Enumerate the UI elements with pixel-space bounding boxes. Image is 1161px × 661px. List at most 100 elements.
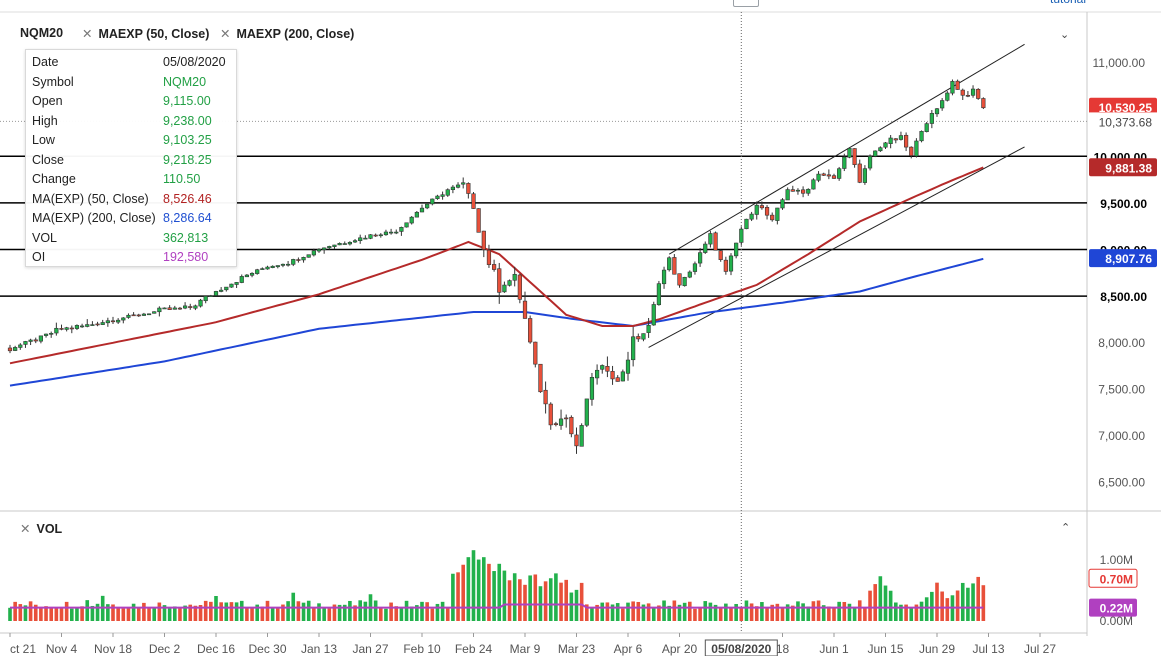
- close-icon[interactable]: ✕: [220, 27, 231, 41]
- volume-badge: [1089, 598, 1137, 617]
- legend-ma50: ✕ MAEXP (50, Close): [82, 26, 209, 41]
- volume-bar: [95, 603, 100, 621]
- volume-bar: [152, 608, 157, 621]
- price-badge-label: 10,530.25: [1099, 101, 1153, 115]
- candle-body: [728, 255, 734, 272]
- candle-body: [74, 325, 80, 329]
- candle-body: [548, 403, 553, 426]
- candle-body: [826, 174, 831, 177]
- toolbar-box[interactable]: [733, 0, 759, 7]
- volume-bar: [445, 607, 450, 621]
- volume-bar: [183, 605, 187, 621]
- volume-bar: [80, 606, 84, 621]
- volume-bar: [136, 607, 141, 621]
- volume-bar: [296, 601, 301, 621]
- info-value: NQM20: [163, 74, 207, 89]
- info-label: Close: [32, 152, 64, 167]
- volume-bar: [935, 582, 939, 621]
- volume-bar: [600, 602, 605, 621]
- info-value: 8,286.64: [163, 211, 212, 225]
- volume-bar: [518, 579, 522, 621]
- volume-bar: [111, 604, 115, 621]
- volume-bar: [734, 603, 738, 621]
- volume-bar: [512, 573, 517, 621]
- volume-bar: [621, 608, 625, 621]
- volume-bar: [435, 603, 440, 621]
- candle-body: [409, 216, 414, 224]
- x-tick-label: Mar 9: [510, 642, 541, 656]
- volume-bar: [471, 550, 476, 621]
- volume-bar: [13, 601, 17, 621]
- volume-bar: [857, 600, 862, 621]
- candle-body: [775, 207, 780, 221]
- volume-bar: [353, 605, 357, 621]
- tutorial-link[interactable]: tutorial: [1050, 0, 1086, 6]
- volume-bar: [481, 557, 486, 621]
- candle-body: [249, 272, 255, 276]
- volume-bar: [636, 601, 641, 621]
- volume-bar: [270, 608, 275, 621]
- volume-bar: [178, 607, 182, 621]
- candle-body: [455, 184, 461, 188]
- candle-body: [18, 344, 23, 348]
- volume-bar: [219, 602, 223, 621]
- chevron-up-icon[interactable]: ⌃: [1061, 522, 1071, 534]
- candle-body: [172, 307, 177, 310]
- volume-bar: [827, 606, 831, 621]
- candle-body: [136, 314, 141, 317]
- candle-body: [337, 243, 342, 246]
- candle-body: [558, 418, 564, 426]
- close-icon[interactable]: ✕: [82, 27, 93, 41]
- candle-body: [646, 325, 651, 333]
- volume-bar: [358, 600, 363, 621]
- volume-bar: [837, 601, 841, 621]
- volume-bar: [337, 604, 342, 621]
- info-value: 110.50: [163, 172, 201, 186]
- volume-bar: [744, 600, 749, 621]
- info-row: MA(EXP) (200, Close) 8,286.64: [32, 209, 230, 229]
- info-row: Symbol NQM20: [32, 73, 230, 93]
- candle-body: [146, 313, 152, 316]
- candle-body: [888, 137, 893, 144]
- candle-body: [435, 195, 440, 199]
- close-icon[interactable]: ✕: [20, 522, 31, 536]
- candle-body: [301, 257, 306, 261]
- candle-body: [414, 211, 419, 218]
- volume-bar: [554, 573, 558, 621]
- candle-body: [857, 163, 862, 183]
- volume-bar: [363, 601, 368, 621]
- y-tick-label: 8,000.00: [1098, 336, 1145, 350]
- volume-bar: [868, 590, 872, 621]
- candle-body: [713, 232, 718, 251]
- volume-bar: [672, 600, 677, 621]
- x-tick-label: Jun 1: [819, 642, 849, 656]
- candle-body: [244, 274, 250, 278]
- candle-body: [38, 335, 44, 342]
- candle-body: [167, 307, 172, 310]
- volume-bar: [332, 604, 337, 621]
- volume-bar: [584, 604, 589, 621]
- volume-bar: [960, 582, 965, 621]
- candle-body: [445, 189, 450, 196]
- candle-body: [265, 266, 270, 270]
- volume-bar: [687, 601, 692, 621]
- candle-body: [950, 81, 955, 94]
- candle-body: [131, 314, 136, 317]
- volume-bar: [116, 607, 120, 621]
- volume-bar: [90, 605, 95, 621]
- chevron-down-icon[interactable]: ⌄: [1060, 29, 1070, 41]
- legend-symbol: NQM20: [20, 26, 64, 40]
- candle-body: [116, 319, 121, 323]
- volume-bar: [33, 604, 38, 621]
- candle-body: [667, 257, 672, 271]
- candle-body: [219, 289, 224, 292]
- volume-bar: [229, 602, 234, 621]
- candle-body: [224, 286, 229, 291]
- candle-body: [260, 268, 265, 270]
- x-tick-label: Apr 6: [614, 642, 643, 656]
- candle-body: [275, 265, 280, 268]
- volume-bar: [543, 581, 548, 621]
- volume-bar: [389, 602, 393, 621]
- volume-bar: [832, 606, 836, 621]
